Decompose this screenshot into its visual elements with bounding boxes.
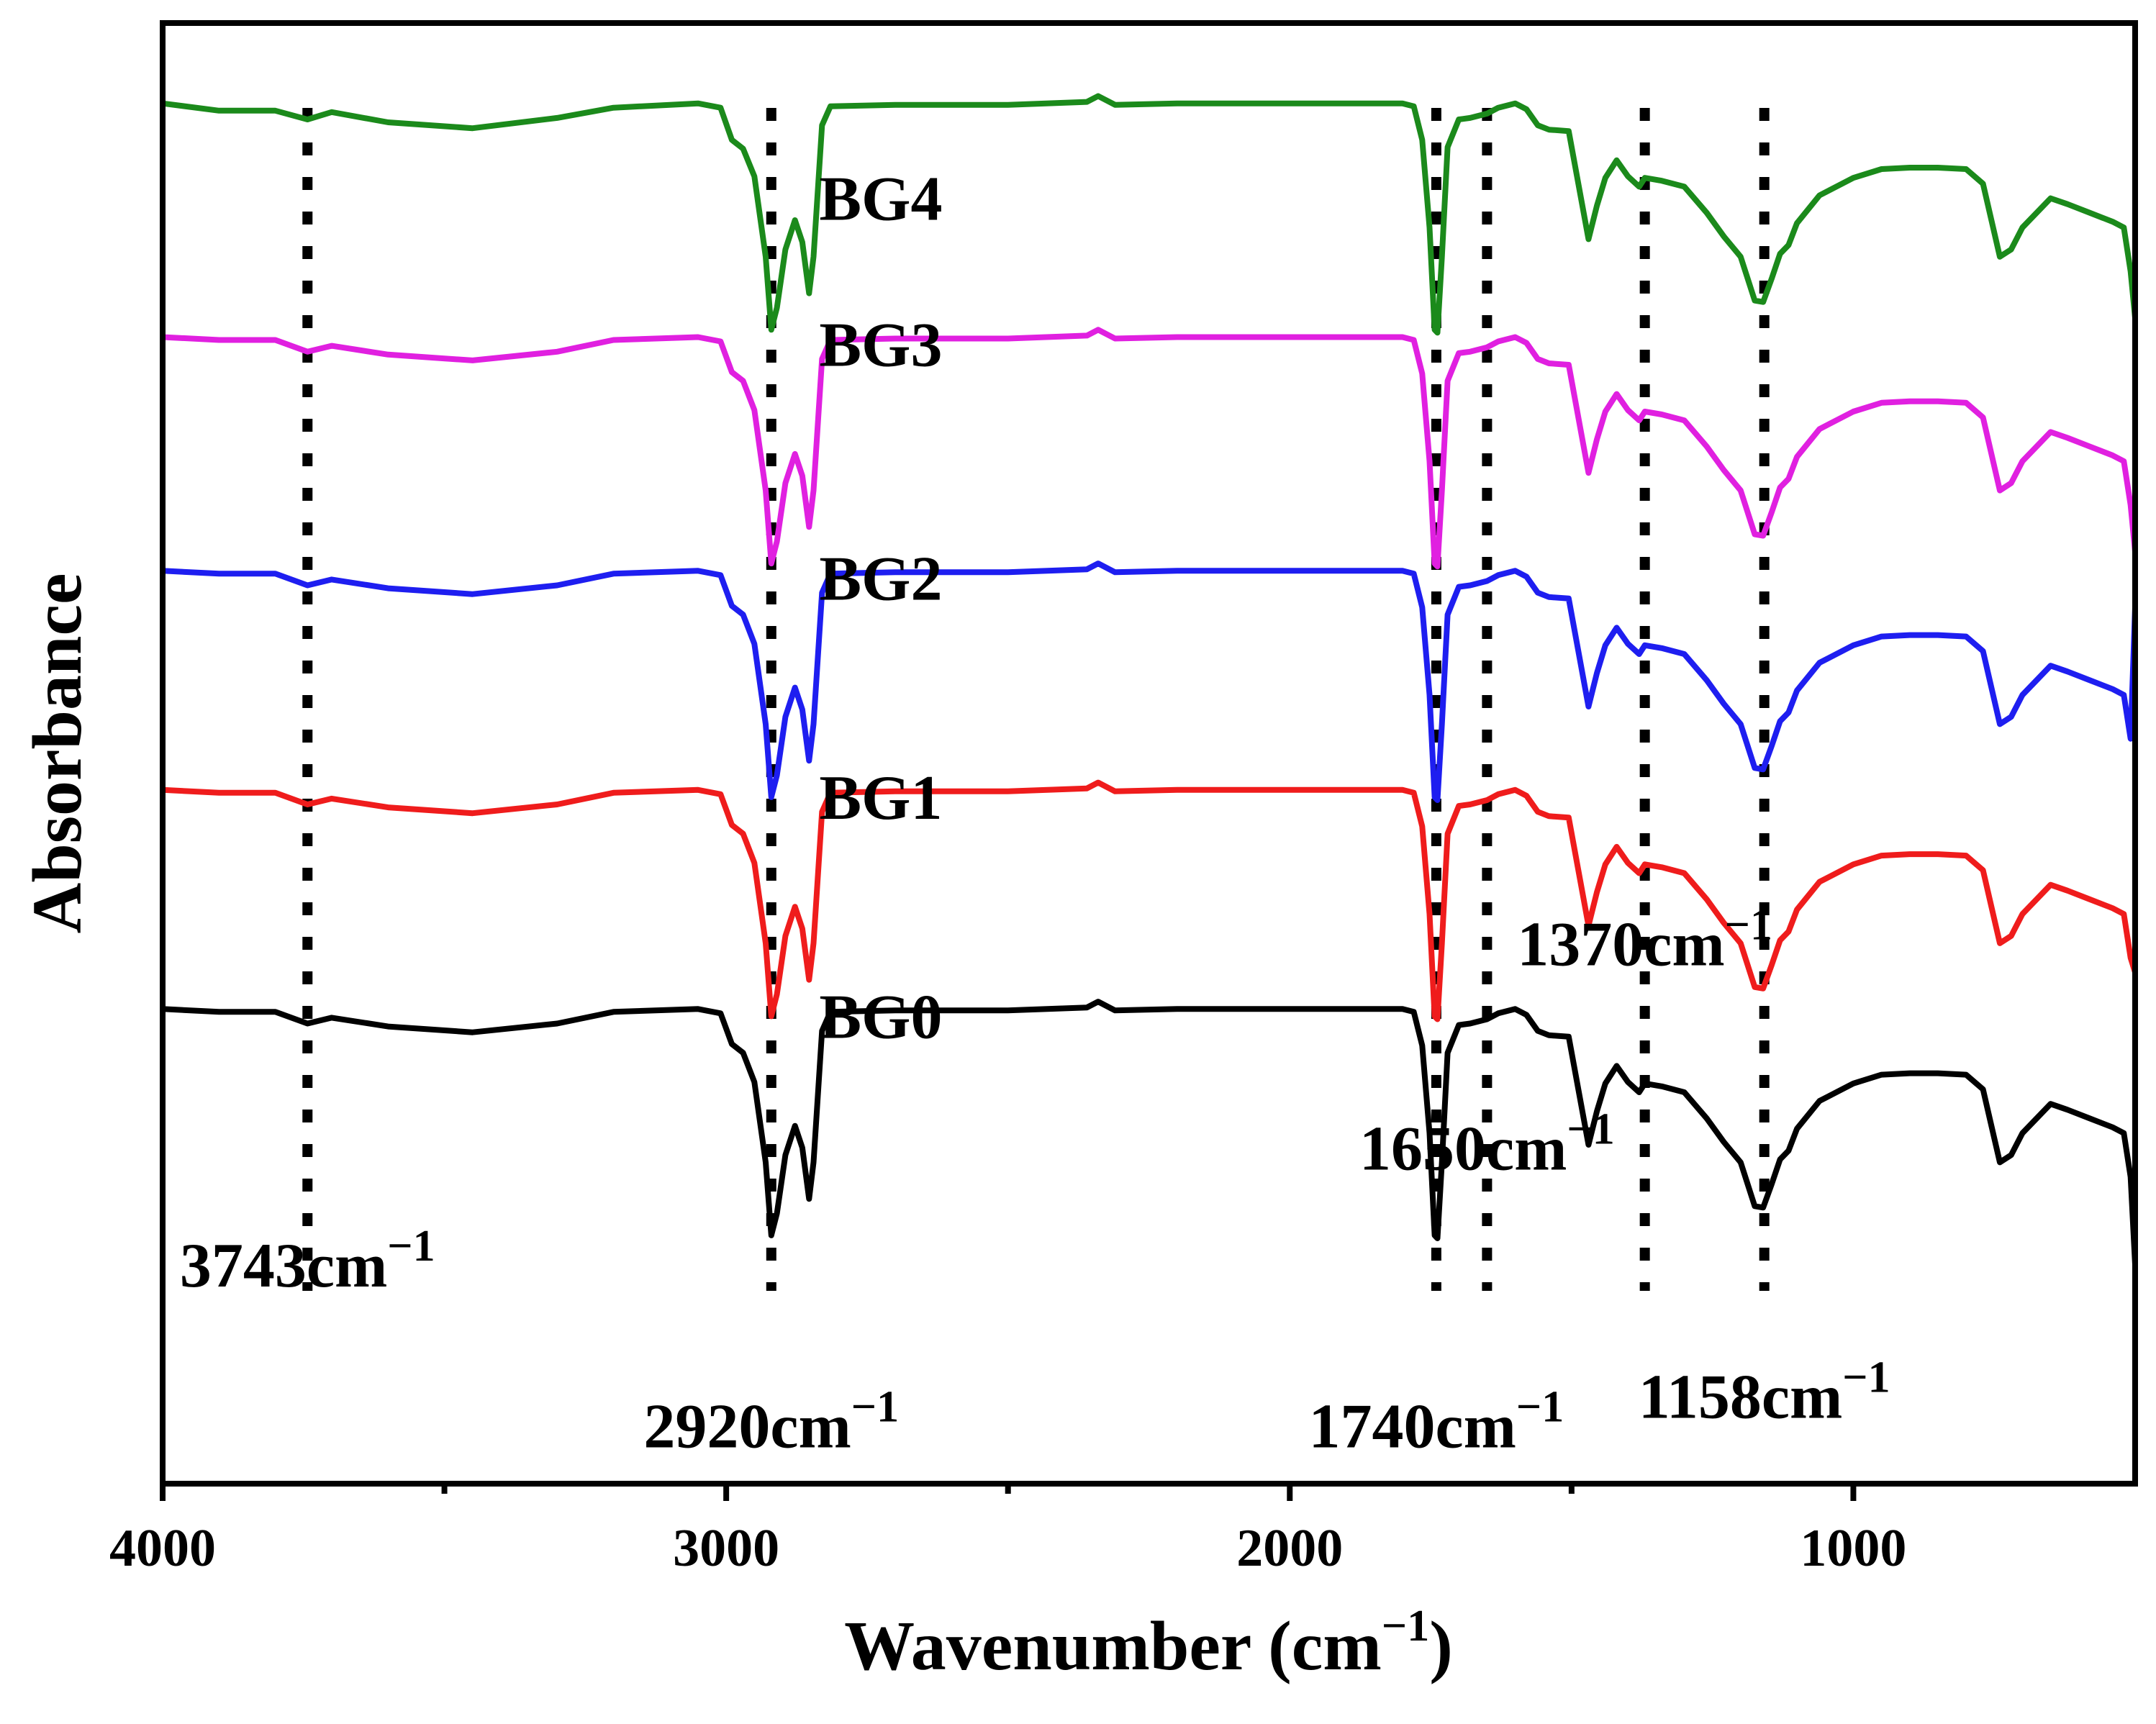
y-axis-title: Absorbance xyxy=(19,573,96,934)
peak-value: 1650 xyxy=(1359,1115,1486,1184)
peak-unit-exponent: −1 xyxy=(1567,1105,1614,1154)
peak-unit-exponent: −1 xyxy=(1725,900,1772,949)
plot-frame xyxy=(160,20,2138,1487)
x-axis-tick-labels: 4000 3000 2000 1000 xyxy=(109,1519,1906,1578)
peak-value: 2920 xyxy=(643,1392,770,1461)
peak-unit-exponent: −1 xyxy=(851,1382,899,1431)
x-axis-title-close: ) xyxy=(1429,1607,1453,1685)
peak-label-1370: 1370cm−1 xyxy=(1517,900,1772,979)
peak-value: 1158 xyxy=(1639,1363,1762,1433)
series-line-bg4 xyxy=(160,93,2138,336)
x-tick-label: 1000 xyxy=(1800,1519,1906,1578)
peak-unit: cm xyxy=(1762,1363,1842,1433)
x-axis-title-main: Wavenumber (cm xyxy=(844,1607,1382,1685)
series-labels: BG4 BG3 BG2 BG1 BG0 xyxy=(819,165,942,1053)
peak-label-2920: 2920cm−1 xyxy=(643,1382,899,1461)
series-label-bg3: BG3 xyxy=(819,311,942,381)
peak-unit-exponent: −1 xyxy=(1842,1353,1890,1402)
peak-value: 1370 xyxy=(1517,909,1644,979)
peak-unit: cm xyxy=(770,1392,851,1461)
peak-unit: cm xyxy=(1644,909,1724,979)
series-label-bg0: BG0 xyxy=(819,982,942,1052)
peak-value: 1740 xyxy=(1309,1392,1436,1461)
x-tick-label: 2000 xyxy=(1236,1519,1343,1578)
series-label-bg2: BG2 xyxy=(819,544,942,614)
peak-label-1158: 1158cm−1 xyxy=(1639,1353,1890,1433)
peak-unit: cm xyxy=(1486,1115,1567,1184)
x-tick-label: 3000 xyxy=(673,1519,779,1578)
peak-unit: cm xyxy=(307,1231,387,1301)
series-label-bg1: BG1 xyxy=(819,763,942,833)
x-axis-title-sup: −1 xyxy=(1382,1602,1429,1651)
peak-label-3743: 3743cm−1 xyxy=(180,1222,435,1301)
peak-unit-exponent: −1 xyxy=(1516,1382,1564,1431)
series-line-bg0 xyxy=(160,999,2138,1268)
reference-lines xyxy=(302,108,1770,1291)
x-axis-title: Wavenumber (cm−1) xyxy=(844,1602,1453,1685)
peak-unit-exponent: −1 xyxy=(387,1222,435,1271)
peak-label-1740: 1740cm−1 xyxy=(1309,1382,1564,1461)
peak-label-1650: 1650cm−1 xyxy=(1359,1105,1615,1184)
x-axis-ticks xyxy=(160,1484,1857,1501)
series-line-bg2 xyxy=(160,561,2138,803)
series-label-bg4: BG4 xyxy=(819,165,942,235)
series-lines xyxy=(160,93,2138,1268)
peak-unit: cm xyxy=(1436,1392,1516,1461)
series-line-bg1 xyxy=(160,779,2138,1022)
peak-value: 3743 xyxy=(180,1231,307,1301)
x-tick-label: 4000 xyxy=(109,1519,216,1578)
series-line-bg3 xyxy=(160,327,2138,570)
